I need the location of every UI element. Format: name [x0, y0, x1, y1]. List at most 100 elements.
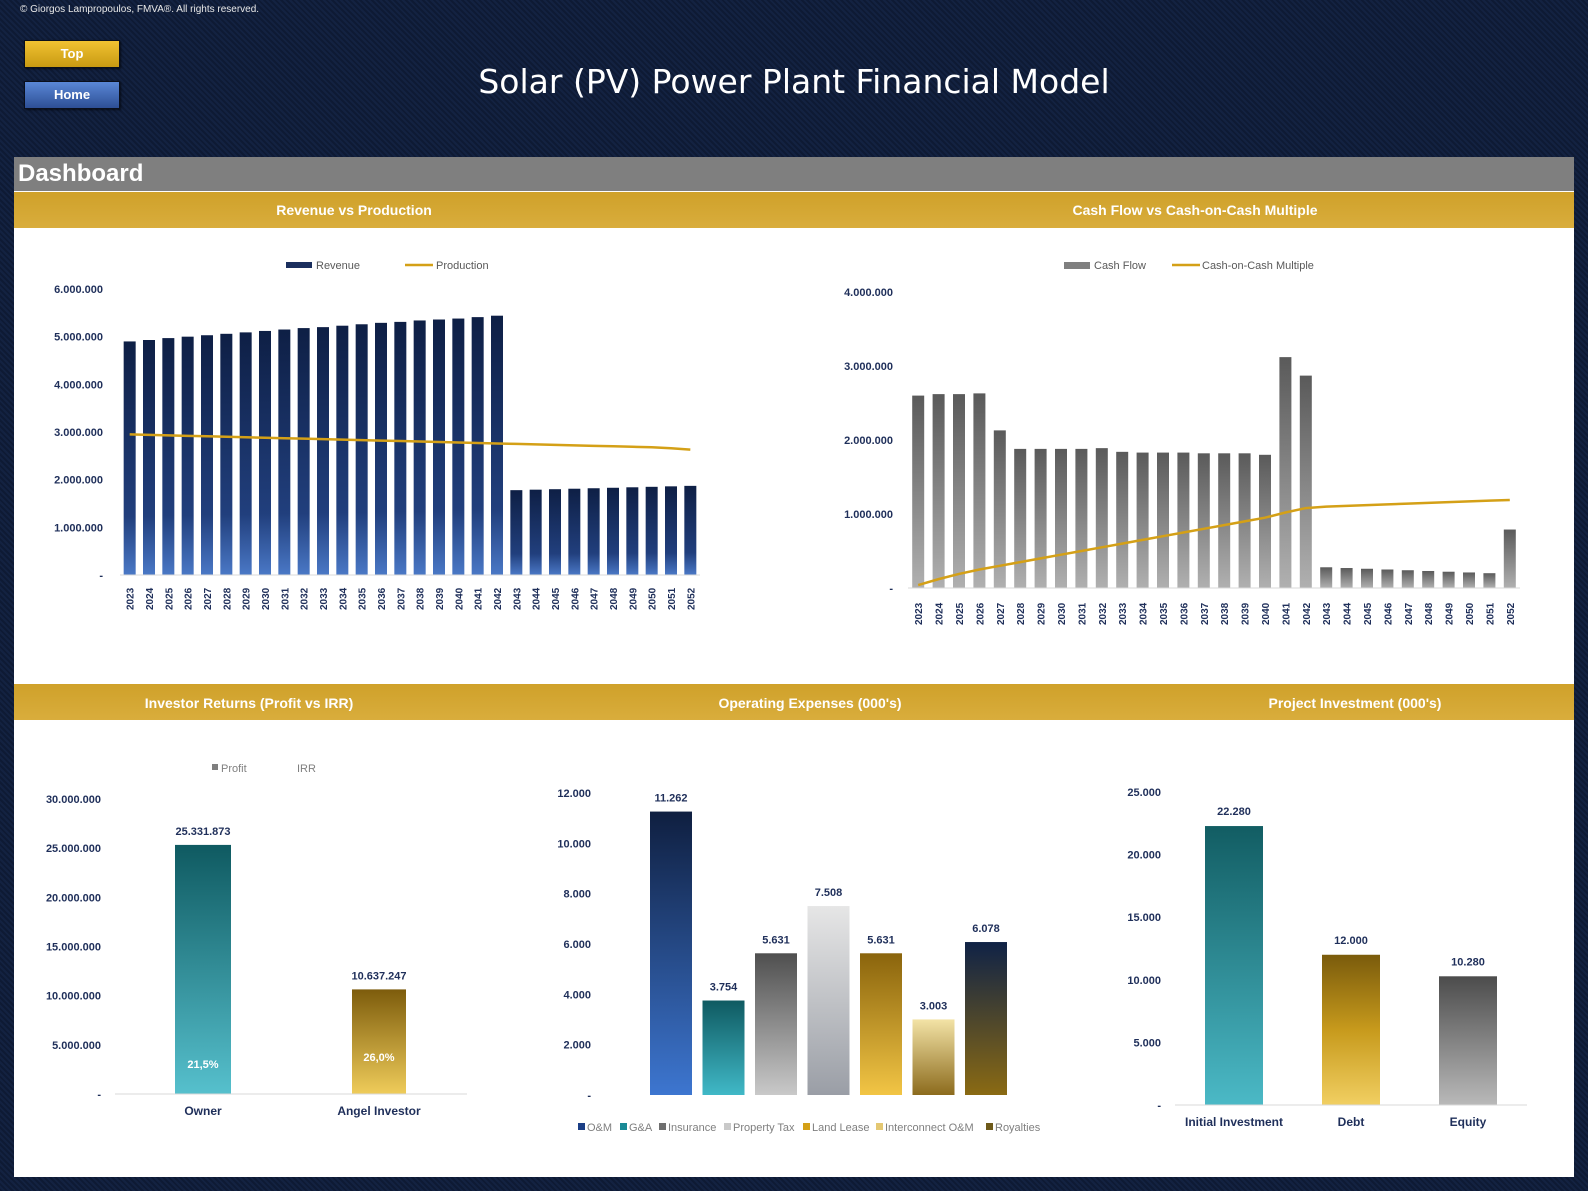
opex-ytick-label: 12.000: [557, 788, 591, 800]
opex-bar: [860, 953, 902, 1095]
cashflow-bar: [1157, 452, 1169, 588]
cashflow-bar: [1279, 357, 1292, 588]
investment-value-label: 12.000: [1334, 935, 1368, 947]
bottom-section-header-bar: [14, 684, 1574, 720]
revenue-xtick-label: 2051: [667, 587, 678, 610]
cashflow-xtick-label: 2024: [935, 602, 946, 625]
revenue-bar: [220, 333, 233, 575]
cashflow-xtick-label: 2048: [1424, 602, 1435, 625]
investment-ytick-label: 25.000: [1127, 787, 1161, 799]
opex-ytick-label: 4.000: [563, 989, 591, 1001]
revenue-bar: [510, 490, 523, 575]
investor-irr-label: 26,0%: [363, 1052, 394, 1064]
investor-ytick-label: 5.000.000: [52, 1040, 101, 1052]
investor-ytick-label: -: [97, 1089, 101, 1101]
revenue-ytick-label: 5.000.000: [54, 332, 103, 344]
revenue-bar: [587, 488, 600, 575]
opex-value-label: 5.631: [867, 934, 895, 946]
revenue-xtick-label: 2027: [203, 587, 214, 610]
revenue-bar: [143, 340, 155, 575]
investor-ytick-label: 25.000.000: [46, 843, 101, 855]
investment-ytick-label: 20.000: [1127, 850, 1161, 862]
investment-ytick-label: 10.000: [1127, 975, 1161, 987]
revenue-bar: [201, 335, 213, 575]
investor-ytick-label: 20.000.000: [46, 892, 101, 904]
revenue-xtick-label: 2028: [222, 587, 233, 610]
opex-ytick-label: 6.000: [563, 939, 591, 951]
revenue-xtick-label: 2042: [493, 587, 504, 610]
cashflow-bar: [1136, 452, 1149, 588]
cashflow-bar: [1340, 568, 1353, 588]
revenue-bar: [549, 489, 561, 575]
investor-ytick-label: 10.000.000: [46, 991, 101, 1003]
legend-opex-swatch: [803, 1123, 810, 1130]
legend-profit-label: Profit: [221, 763, 247, 775]
cashflow-xtick-label: 2037: [1200, 602, 1211, 625]
legend-opex-swatch: [659, 1123, 666, 1130]
legend-revenue-swatch: [286, 262, 312, 268]
home-button[interactable]: Home: [24, 81, 120, 109]
opex-value-label: 7.508: [815, 887, 843, 899]
legend-opex-label: O&M: [587, 1122, 612, 1134]
revenue-xtick-label: 2036: [377, 587, 388, 610]
revenue-bar: [665, 486, 677, 575]
opex-bar: [650, 811, 692, 1095]
revenue-xtick-label: 2030: [261, 587, 272, 610]
revenue-bar: [375, 322, 387, 575]
cashflow-xtick-label: 2040: [1261, 602, 1272, 625]
cashflow-xtick-label: 2050: [1465, 602, 1476, 625]
investor-profit-bar: [175, 844, 231, 1094]
legend-opex-label: Royalties: [995, 1122, 1041, 1134]
revenue-bar: [336, 325, 349, 575]
top-button[interactable]: Top: [24, 40, 120, 68]
revenue-xtick-label: 2044: [532, 587, 543, 610]
legend-opex-label: Property Tax: [733, 1122, 795, 1134]
investment-value-label: 10.280: [1451, 956, 1485, 968]
investor-profit-label: 25.331.873: [175, 826, 230, 838]
legend-cashflow-label: Cash Flow: [1094, 260, 1146, 272]
cashflow-bar: [993, 430, 1006, 588]
revenue-xtick-label: 2047: [590, 587, 601, 610]
opex-value-label: 6.078: [972, 923, 1000, 935]
cashflow-bar: [953, 394, 965, 588]
revenue-bar: [123, 341, 136, 575]
cashflow-bar: [912, 395, 925, 588]
page-title: Solar (PV) Power Plant Financial Model: [478, 62, 1110, 101]
revenue-bar: [413, 320, 426, 575]
revenue-xtick-label: 2046: [570, 587, 581, 610]
cashflow-ytick-label: 2.000.000: [844, 435, 893, 447]
revenue-xtick-label: 2048: [609, 587, 620, 610]
legend-cashflow-swatch: [1064, 262, 1090, 269]
cashflow-ytick-label: -: [889, 583, 893, 595]
cashflow-xtick-label: 2030: [1057, 602, 1068, 625]
investment-category-label: Equity: [1450, 1115, 1487, 1129]
investment-category-label: Initial Investment: [1185, 1115, 1283, 1129]
cashflow-bar: [1401, 570, 1414, 588]
revenue-bar: [433, 319, 445, 575]
cashflow-xtick-label: 2045: [1363, 602, 1374, 625]
revenue-xtick-label: 2043: [512, 587, 523, 610]
opex-bar: [912, 1019, 955, 1095]
revenue-bar: [181, 336, 194, 575]
dashboard-title: Dashboard: [18, 160, 144, 187]
revenue-xtick-label: 2050: [648, 587, 659, 610]
legend-opex-swatch: [876, 1123, 883, 1130]
cashflow-bar: [1299, 375, 1312, 588]
cashflow-xtick-label: 2042: [1302, 602, 1313, 625]
cashflow-xtick-label: 2027: [996, 602, 1007, 625]
investor-ytick-label: 30.000.000: [46, 794, 101, 806]
revenue-xtick-label: 2038: [416, 587, 427, 610]
revenue-xtick-label: 2034: [338, 587, 349, 610]
investment-bar: [1205, 826, 1263, 1105]
investment-ytick-label: -: [1157, 1100, 1161, 1112]
revenue-ytick-label: 3.000.000: [54, 427, 103, 439]
revenue-xtick-label: 2023: [126, 587, 137, 610]
revenue-bar: [355, 324, 368, 575]
revenue-xtick-label: 2039: [435, 587, 446, 610]
revenue-xtick-label: 2052: [686, 587, 697, 610]
revenue-bar: [626, 487, 639, 575]
coc-multiple-line: [917, 498, 1510, 587]
revenue-bar: [684, 485, 697, 575]
revenue-ytick-label: 6.000.000: [54, 284, 103, 296]
legend-opex-label: Insurance: [668, 1122, 716, 1134]
